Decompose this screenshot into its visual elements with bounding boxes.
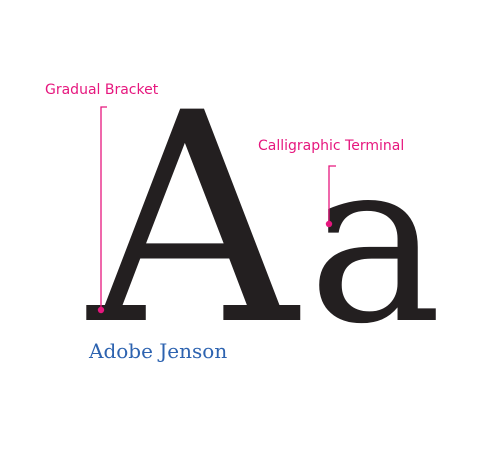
font-name-caption: Adobe Jenson xyxy=(89,339,228,363)
glyph-uppercase-a: A xyxy=(83,52,301,389)
glyph-lowercase-a: a xyxy=(308,112,442,374)
calligraphic-terminal-label: Calligraphic Terminal xyxy=(258,138,405,154)
terminal-marker-dot xyxy=(325,220,333,228)
bracket-marker-dot xyxy=(97,306,105,314)
bracket-leader-line xyxy=(100,106,107,308)
gradual-bracket-label: Gradual Bracket xyxy=(45,82,159,98)
terminal-leader-line xyxy=(328,165,336,222)
